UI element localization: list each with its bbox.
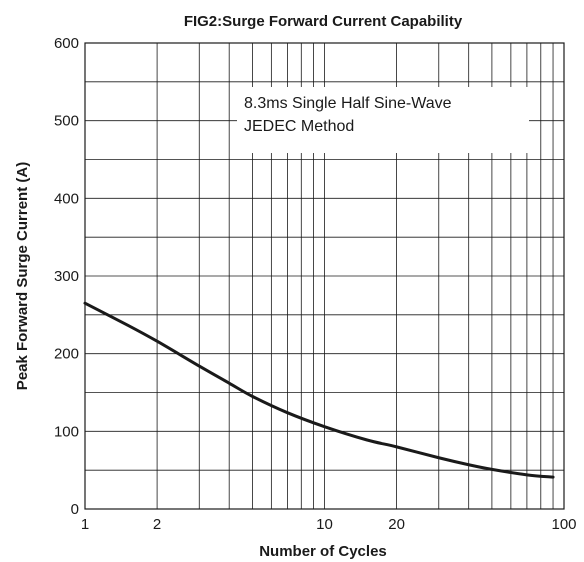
y-axis-label: Peak Forward Surge Current (A) bbox=[14, 162, 31, 390]
y-tick-label: 200 bbox=[54, 346, 79, 363]
y-tick-labels: 0 100 200 300 400 500 600 bbox=[54, 35, 79, 518]
y-tick-label: 400 bbox=[54, 190, 79, 207]
y-tick-label: 0 bbox=[71, 501, 79, 518]
x-tick-label: 20 bbox=[388, 516, 405, 533]
y-tick-label: 100 bbox=[54, 423, 79, 440]
x-axis-label: Number of Cycles bbox=[259, 543, 387, 560]
x-tick-label: 2 bbox=[153, 516, 161, 533]
annotation-line-2: JEDEC Method bbox=[244, 118, 354, 135]
x-tick-labels: 1 2 10 20 100 bbox=[81, 516, 577, 533]
series-line bbox=[83, 301, 555, 479]
annotation-line-1: 8.3ms Single Half Sine-Wave bbox=[244, 95, 452, 112]
x-tick-label: 10 bbox=[316, 516, 333, 533]
annotation-box bbox=[237, 87, 529, 153]
y-tick-label: 600 bbox=[54, 35, 79, 52]
x-tick-label: 1 bbox=[81, 516, 89, 533]
series-group bbox=[83, 301, 555, 479]
chart-title: FIG2:Surge Forward Current Capability bbox=[184, 13, 463, 30]
y-tick-label: 500 bbox=[54, 113, 79, 130]
y-tick-label: 300 bbox=[54, 268, 79, 285]
plot-frame bbox=[84, 42, 565, 510]
x-tick-label: 100 bbox=[551, 516, 576, 533]
